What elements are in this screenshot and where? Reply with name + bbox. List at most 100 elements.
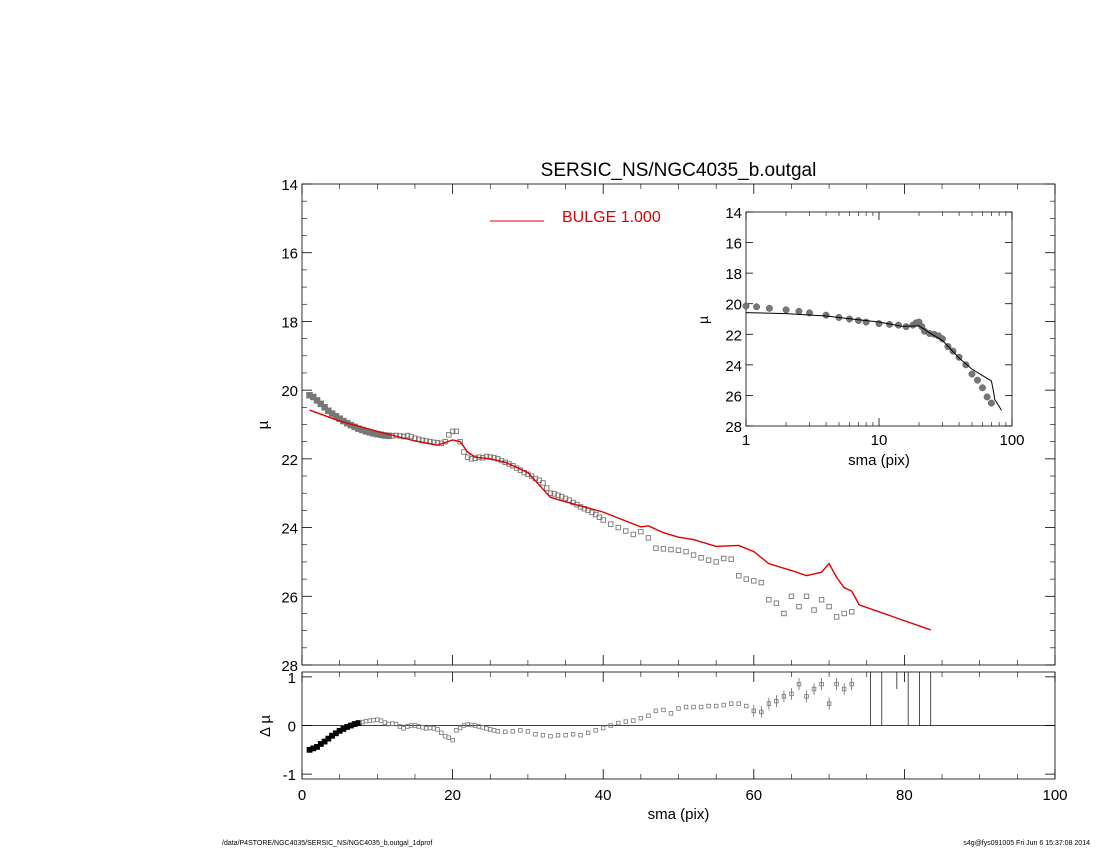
inset-y-tick-label: 16	[725, 236, 742, 253]
residual-point	[811, 686, 817, 692]
residual-point	[367, 718, 372, 723]
observed-point	[536, 477, 542, 483]
residual-point	[623, 719, 628, 724]
residual-point	[378, 718, 384, 723]
residual-x-tick-label: 40	[595, 787, 612, 804]
residual-point	[631, 718, 636, 723]
inset-observed-point	[979, 384, 986, 392]
observed-point	[446, 432, 452, 438]
observed-point	[698, 555, 704, 561]
observed-point	[596, 514, 603, 520]
observed-point	[551, 491, 557, 497]
residual-point	[668, 711, 674, 716]
inset-y-tick-label: 28	[725, 419, 742, 436]
legend-label-bulge: BULGE 1.000	[562, 209, 661, 226]
residual-point	[442, 734, 448, 739]
residual-point	[729, 701, 734, 706]
residual-point	[849, 681, 854, 687]
residual-point	[363, 718, 369, 724]
observed-point	[464, 454, 471, 460]
footer-timestamp: s4g@fys091005 Fri Jun 6 15:37:08 2014	[963, 840, 1090, 847]
residual-point	[751, 708, 756, 714]
chart-title: SERSIC_NS/NGC4035_b.outgal	[541, 160, 817, 181]
observed-point	[788, 593, 795, 599]
observed-point	[630, 531, 637, 538]
residual-point	[469, 722, 474, 728]
observed-point	[653, 545, 659, 551]
inset-observed-point	[765, 304, 773, 312]
residual-point	[819, 681, 824, 687]
observed-point	[766, 597, 772, 603]
residual-point	[314, 744, 320, 750]
residual-x-axis-label: sma (pix)	[648, 806, 710, 823]
residual-point	[375, 717, 380, 722]
bulge-model-line	[309, 409, 931, 631]
main-y-tick-label: 18	[281, 314, 298, 331]
main-y-tick-label: 28	[281, 658, 298, 675]
observed-point	[540, 480, 546, 486]
observed-point	[385, 432, 392, 440]
main-y-tick-label: 14	[281, 177, 298, 194]
observed-point	[313, 397, 321, 404]
residual-point	[826, 701, 832, 706]
inset-observed-point	[974, 376, 981, 384]
residual-point	[450, 737, 455, 743]
observed-point	[796, 603, 802, 610]
observed-point	[690, 552, 697, 558]
residual-point	[548, 734, 553, 739]
inset-x-tick-label: 100	[999, 432, 1024, 449]
observed-point	[397, 433, 403, 439]
residual-point	[601, 725, 606, 731]
inset-y-axis-label: µ	[695, 316, 711, 324]
inset-observed-point	[968, 370, 976, 378]
observed-point	[705, 557, 712, 563]
residual-point	[736, 701, 741, 706]
inset-observed-point	[782, 306, 790, 314]
main-panel: SERSIC_NS/NGC4035_b.outgal µ 14 16 18 20 22 24 2…	[255, 160, 1056, 675]
residual-x-tick-label: 0	[298, 787, 306, 804]
observed-point	[645, 535, 652, 541]
residual-point	[713, 703, 719, 709]
residual-point	[401, 726, 406, 731]
residual-point	[555, 733, 561, 738]
residual-point	[435, 727, 440, 732]
residual-point	[661, 707, 666, 713]
observed-point	[608, 521, 614, 527]
observed-point	[781, 610, 787, 617]
residual-point	[706, 703, 711, 709]
footer-file-path: /data/P4STORE/NGC4035/SERSIC_NS/NGC4035_…	[222, 840, 433, 847]
inset-model-line	[745, 312, 1003, 411]
residual-x-tick-label: 20	[444, 787, 461, 804]
residual-point	[457, 725, 463, 731]
observed-point	[758, 579, 765, 586]
residual-point	[841, 686, 847, 692]
observed-point	[449, 428, 456, 435]
residual-point	[431, 726, 436, 731]
residual-point	[439, 730, 444, 735]
observed-point	[773, 600, 780, 606]
residual-point	[781, 694, 787, 699]
observed-point	[638, 528, 644, 535]
residual-y-tick-label: 1	[288, 670, 296, 687]
inset-observed-point	[742, 302, 750, 310]
residual-point	[371, 717, 376, 723]
observed-point	[468, 456, 475, 462]
residual-point	[578, 733, 583, 738]
observed-point	[321, 404, 328, 411]
residual-point	[759, 709, 764, 715]
observed-point	[660, 546, 667, 552]
residual-point	[683, 704, 689, 710]
residual-point	[446, 735, 452, 740]
residual-point	[540, 733, 546, 738]
inset-plot-frame	[745, 211, 1013, 427]
residual-point	[355, 720, 362, 726]
observed-point	[472, 455, 478, 461]
residual-point	[495, 729, 500, 734]
observed-point	[453, 428, 460, 435]
inset-y-tick-label: 24	[725, 358, 742, 375]
residual-point	[834, 681, 839, 687]
observed-point	[803, 593, 810, 599]
main-y-tick-label: 22	[281, 452, 298, 469]
observed-point	[317, 400, 325, 408]
